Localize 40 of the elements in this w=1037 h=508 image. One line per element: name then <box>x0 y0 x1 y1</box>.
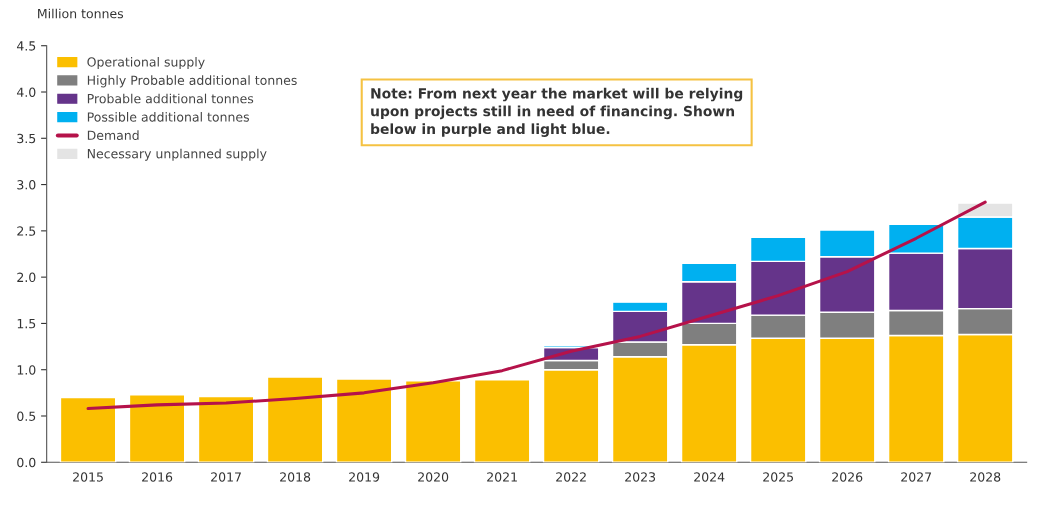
x-tick-label: 2024 <box>694 472 725 482</box>
x-tick-label: 2017 <box>211 472 241 482</box>
y-tick-label: 0.5 <box>17 411 36 421</box>
x-tick-label: 2016 <box>142 472 173 482</box>
y-tick-label: 3.5 <box>17 133 36 144</box>
x-tick-label: 2020 <box>418 472 449 482</box>
x-tick-label: 2027 <box>901 472 932 482</box>
y-tick-label: 0.0 <box>17 457 36 468</box>
x-tick-label: 2021 <box>487 472 517 482</box>
x-tick-label: 2023 <box>625 472 656 482</box>
legend-label: Demand <box>87 130 139 141</box>
x-tick-label: 2025 <box>763 472 793 482</box>
y-axis-title: Million tonnes <box>38 8 124 19</box>
x-tick-label: 2028 <box>970 472 1001 482</box>
y-tick-label: 2.5 <box>17 226 36 236</box>
x-tick-label: 2015 <box>73 472 103 482</box>
bar <box>266 376 324 463</box>
x-tick-label: 2026 <box>832 472 863 482</box>
y-tick-label: 2.0 <box>17 272 36 283</box>
y-tick-label: 4.0 <box>16 87 36 97</box>
bar <box>335 378 393 463</box>
line-series <box>86 200 987 411</box>
bar <box>473 379 531 463</box>
y-tick-label: 3.0 <box>17 180 36 190</box>
x-tick-label: 2022 <box>556 472 586 482</box>
legend-label: Highly Probable additional tonnes <box>87 75 297 88</box>
bar <box>197 395 255 463</box>
y-tick-label: 1.0 <box>17 365 36 375</box>
legend-label: Possible additional tonnes <box>87 112 250 122</box>
legend-label: Operational supply <box>87 56 205 70</box>
bar <box>404 380 462 463</box>
bar <box>59 396 117 463</box>
legend-label: Necessary unplanned supply <box>87 148 267 161</box>
x-tick-label: 2019 <box>349 472 380 482</box>
legend-label: Probable additional tonnes <box>87 93 254 104</box>
y-tick-label: 1.5 <box>17 319 36 329</box>
y-tick-label: 4.5 <box>16 41 36 51</box>
annotation: Note: From next year the market will be relying upon projects still in need of financing. Shown below in purple and light blue. <box>371 87 743 137</box>
bar <box>128 394 186 463</box>
x-tick-label: 2018 <box>280 472 311 482</box>
